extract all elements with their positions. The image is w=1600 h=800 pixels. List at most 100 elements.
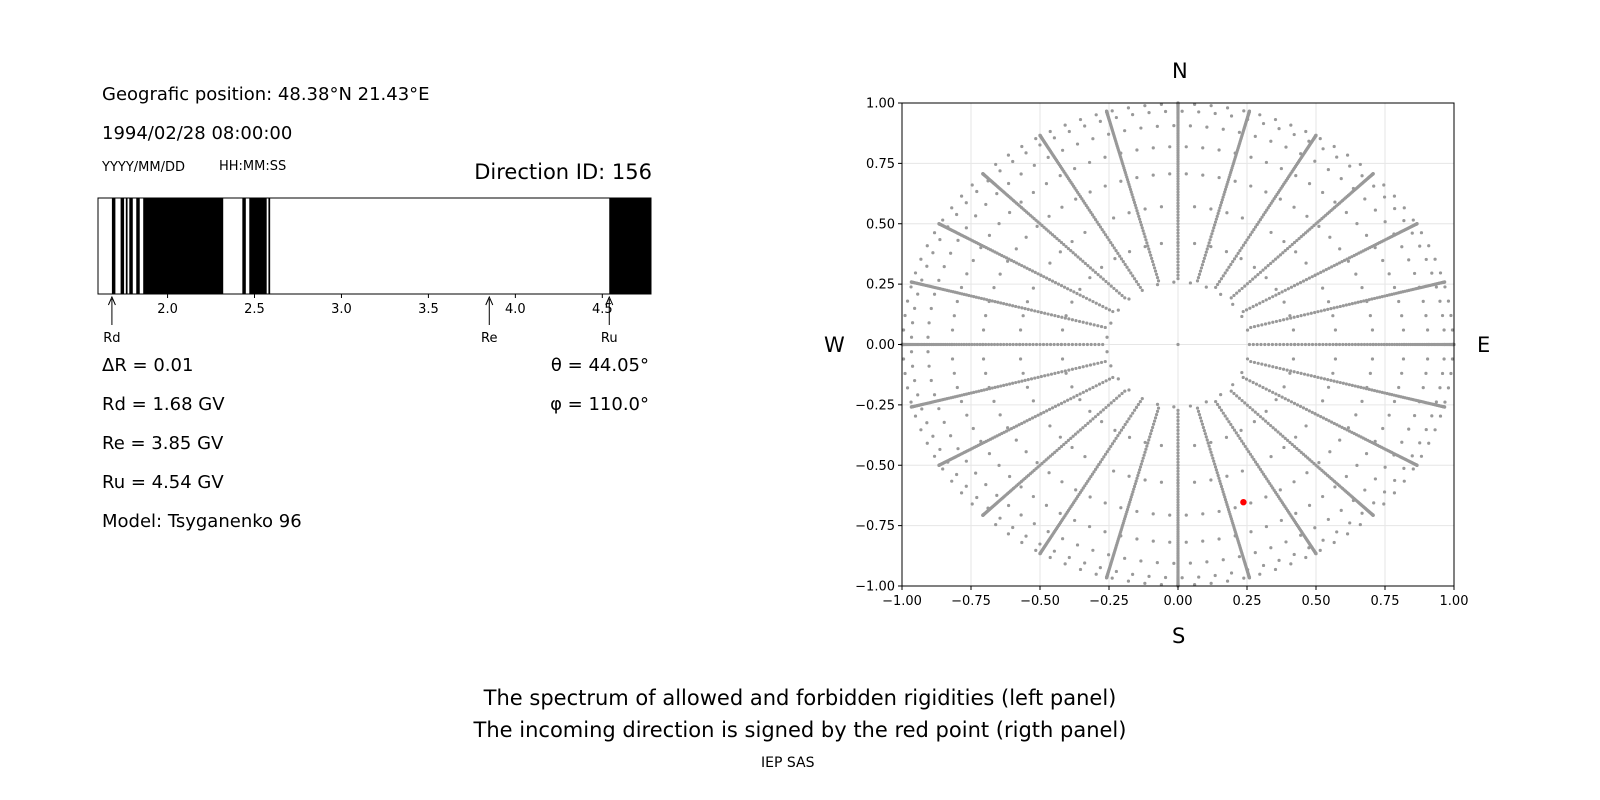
direction-point [1252,420,1256,424]
direction-point [1226,505,1230,509]
direction-point [1176,506,1180,510]
direction-point [1059,401,1064,405]
direction-point [1101,408,1105,412]
direction-point [1197,575,1201,579]
direction-point [1248,233,1253,237]
x-tick-label: 4.5 [592,302,613,317]
direction-point [1106,403,1111,407]
direction-point [964,226,968,230]
direction-point [1383,391,1387,395]
direction-point [1136,402,1141,407]
direction-point [1032,522,1036,526]
direction-point [1176,428,1180,432]
direction-point [964,201,968,205]
direction-point [1350,302,1354,306]
direction-point [1007,428,1011,432]
direction-point [1200,263,1205,267]
direction-point [1362,342,1367,347]
direction-point [1225,417,1229,421]
direction-point [1034,548,1038,552]
direction-point [1055,236,1059,241]
x-tick-label: 2.0 [157,302,178,317]
direction-point [1235,394,1239,398]
direction-point [959,399,964,404]
direction-point [1400,314,1404,318]
direction-point [1176,219,1180,223]
direction-point [1360,399,1364,403]
datetime: 1994/02/28 08:00:00 [102,123,293,144]
direction-point [1088,495,1092,499]
direction-point [903,313,907,318]
direction-point [1143,207,1147,211]
direction-point [1350,383,1354,387]
direction-point [1019,172,1023,176]
direction-point [1142,453,1146,457]
selected-direction [1240,498,1247,506]
direction-point [1248,379,1252,383]
direction-point [1048,129,1052,134]
direction-point [1176,277,1180,281]
spectrum-x-ticks: 2.0 2.5 3.0 3.5 4.0 4.5 [157,294,613,317]
direction-point [1373,208,1377,212]
direction-point [1344,210,1348,215]
direction-point [1292,132,1296,137]
direction-point [1253,225,1258,229]
direction-point [909,400,913,404]
direction-point [1378,295,1382,299]
direction-point [998,342,1003,347]
direction-point [1382,502,1386,506]
direction-point [1017,305,1021,309]
direction-point [1056,282,1061,286]
direction-point [1199,419,1204,423]
direction-point [1310,410,1314,414]
direction-point [1271,259,1275,263]
direction-point [1104,379,1108,383]
direction-point [1359,385,1363,389]
direction-point [1176,444,1180,449]
direction-point [1018,342,1022,347]
direction-point [1176,234,1180,238]
direction-point [1214,399,1218,404]
direction-point [1033,376,1037,380]
direction-point [1176,213,1180,217]
direction-point [1260,215,1264,219]
direction-point [971,426,975,431]
direction-point [1138,220,1143,224]
model-name: Model: Tsyganenko 96 [102,511,302,532]
direction-point [1288,440,1292,445]
direction-point [1109,240,1113,245]
direction-point [1301,279,1306,283]
direction-point [1340,260,1344,264]
direction-point [1249,155,1253,159]
direction-point [1093,270,1098,274]
direction-point [1224,250,1229,254]
direction-point [1176,498,1180,502]
direction-point [1201,173,1205,177]
direction-point [1213,462,1217,466]
direction-point [1026,307,1030,311]
direction-point [1103,501,1107,505]
direction-point [1450,328,1455,332]
direction-point [1074,318,1078,323]
direction-point [1371,513,1375,517]
direction-point [1274,293,1278,297]
direction-point [1105,235,1109,239]
east-label: E [1477,333,1491,357]
direction-point [1023,378,1027,382]
direction-point [1219,484,1224,489]
direction-point [1109,321,1113,325]
direction-point [972,295,976,299]
direction-point [1411,467,1415,471]
direction-point [1247,109,1252,113]
direction-point [986,342,991,347]
direction-point [1385,293,1389,298]
direction-point [990,386,994,390]
direction-point [987,233,992,237]
direction-point [1363,488,1367,492]
direction-point [1066,398,1070,402]
direction-point [1350,342,1354,347]
direction-point [1081,365,1085,369]
direction-point [1176,164,1180,169]
forbidden-band [242,198,246,294]
direction-point [1402,342,1406,347]
